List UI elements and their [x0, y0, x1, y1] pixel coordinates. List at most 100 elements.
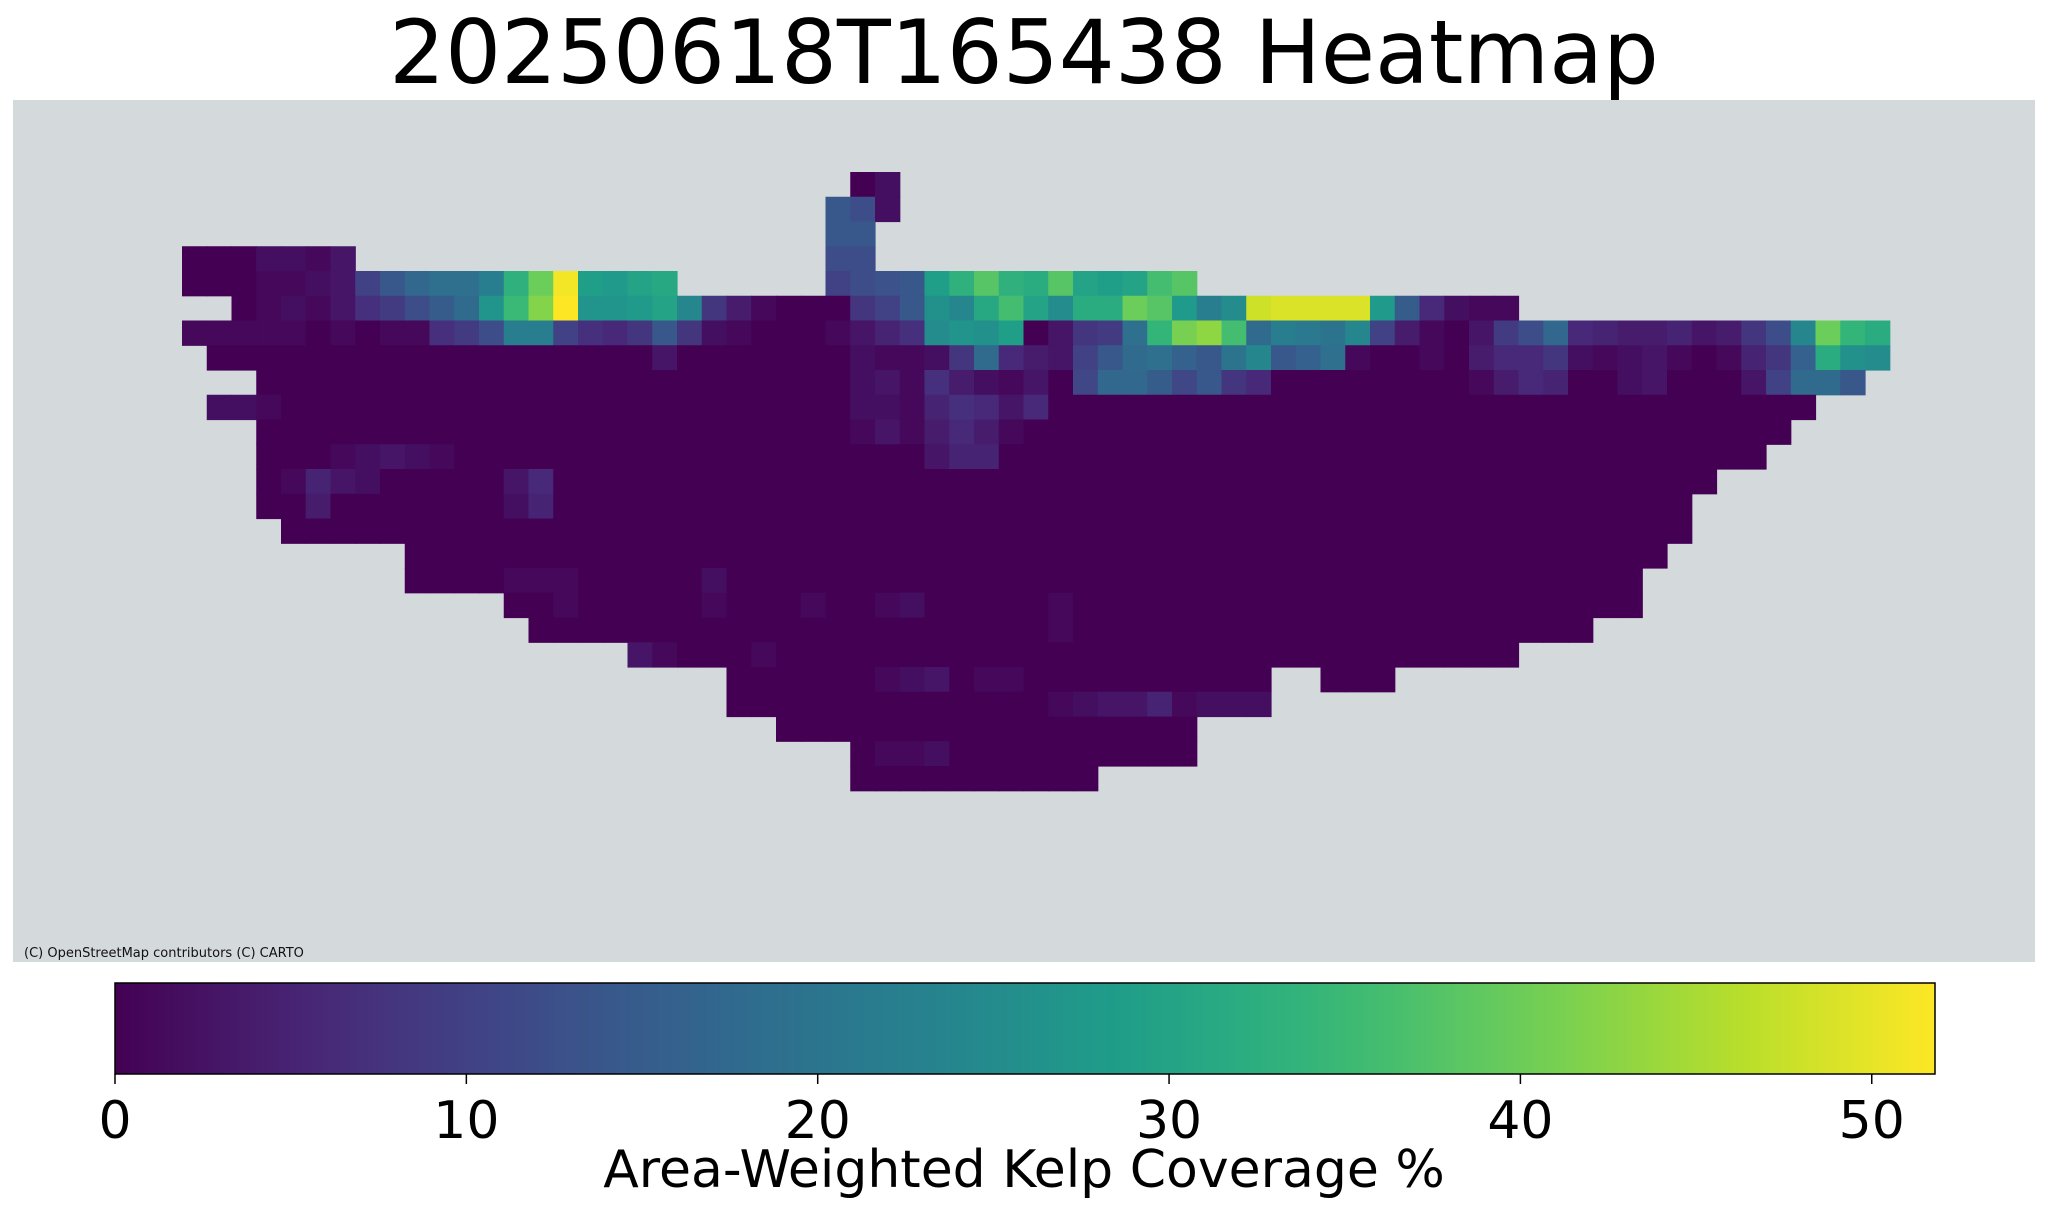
heatmap-cell — [404, 493, 431, 520]
heatmap-cell — [528, 370, 554, 396]
heatmap-cell — [553, 518, 579, 544]
heatmap-cell — [553, 370, 579, 396]
heatmap-cell — [726, 493, 752, 520]
heatmap-cell — [1271, 493, 1297, 520]
heatmap-cell — [528, 493, 554, 520]
heatmap-cell — [726, 568, 752, 594]
heatmap-cell — [800, 370, 827, 396]
heatmap-cell — [256, 444, 282, 470]
heatmap-cell — [751, 370, 777, 396]
heatmap-cell — [1667, 345, 1693, 371]
heatmap-cell — [726, 320, 752, 346]
heatmap-cell — [578, 320, 604, 346]
heatmap-cell — [998, 394, 1025, 421]
heatmap-cell — [949, 320, 975, 346]
heatmap-cell — [726, 345, 752, 371]
heatmap-cell — [1097, 592, 1124, 619]
heatmap-cell — [726, 592, 752, 619]
heatmap-cell — [800, 444, 827, 470]
heatmap-cell — [1271, 568, 1297, 594]
heatmap-cell — [1568, 469, 1594, 495]
heatmap-cell — [1493, 320, 1520, 346]
heatmap-cell — [1840, 320, 1866, 346]
heatmap-cell — [1667, 320, 1693, 346]
heatmap-cell — [949, 691, 975, 718]
heatmap-cell — [1592, 345, 1619, 371]
heatmap-cell — [899, 667, 926, 693]
heatmap-cell — [924, 271, 950, 297]
heatmap-cell — [1023, 370, 1049, 396]
heatmap-cell — [1147, 543, 1173, 569]
heatmap-cell — [974, 320, 1000, 346]
heatmap-cell — [1592, 518, 1619, 544]
heatmap-cell — [652, 543, 678, 569]
heatmap-cell — [1518, 320, 1544, 346]
heatmap-cell — [553, 271, 579, 297]
heatmap-cell — [1320, 642, 1346, 668]
map-attribution: (C) OpenStreetMap contributors (C) CARTO — [24, 946, 304, 961]
heatmap-cell — [404, 543, 431, 569]
heatmap-cell — [1172, 444, 1198, 470]
heatmap-cell — [1444, 444, 1470, 470]
heatmap-cell — [726, 518, 752, 544]
heatmap-cell — [627, 444, 653, 470]
heatmap-cell — [1394, 444, 1421, 470]
colorbar-ticks: 0 10 20 30 40 50 — [98, 1074, 1905, 1151]
heatmap-cell — [1073, 370, 1099, 396]
heatmap-cell — [1469, 469, 1495, 495]
heatmap-cell — [1246, 320, 1272, 346]
heatmap-cell — [553, 493, 579, 520]
heatmap-cell — [1790, 394, 1817, 421]
heatmap-cell — [479, 295, 505, 322]
heatmap-cell — [800, 716, 827, 742]
heatmap-cell — [1271, 295, 1297, 322]
heatmap-cell — [998, 592, 1025, 619]
heatmap-cell — [1493, 444, 1520, 470]
heatmap-cell — [726, 617, 752, 643]
heatmap-cell — [578, 493, 604, 520]
heatmap-cell — [305, 345, 332, 371]
heatmap-cell — [825, 246, 851, 272]
heatmap-cell — [701, 419, 728, 445]
heatmap-cell — [602, 419, 629, 445]
heatmap-cell — [231, 345, 257, 371]
heatmap-cell — [182, 271, 208, 297]
heatmap-cell — [998, 691, 1025, 718]
heatmap-cell — [825, 295, 851, 322]
heatmap-cell — [1518, 568, 1544, 594]
heatmap-cell — [1716, 370, 1742, 396]
heatmap-cell — [677, 419, 703, 445]
heatmap-cell — [899, 469, 926, 495]
heatmap-cell — [1419, 370, 1445, 396]
colorbar-tick-label: 50 — [1839, 1091, 1905, 1151]
heatmap-cell — [404, 419, 431, 445]
heatmap-cell — [974, 295, 1000, 322]
heatmap-cell — [1271, 444, 1297, 470]
heatmap-cell — [825, 271, 851, 297]
heatmap-cell — [875, 196, 901, 223]
heatmap-cell — [899, 766, 926, 792]
heatmap-cell — [652, 518, 678, 544]
heatmap-cell — [1097, 370, 1124, 396]
heatmap-cell — [1493, 419, 1520, 445]
heatmap-cell — [553, 394, 579, 421]
heatmap-cell — [1097, 271, 1124, 297]
heatmap-cell — [1320, 518, 1346, 544]
heatmap-cell — [404, 394, 431, 421]
heatmap-cell — [1246, 394, 1272, 421]
heatmap-cell — [355, 394, 381, 421]
heatmap-cell — [1172, 617, 1198, 643]
heatmap-cell — [503, 543, 530, 569]
heatmap-cell — [1568, 370, 1594, 396]
heatmap-cell — [776, 295, 802, 322]
heatmap-cell — [404, 271, 431, 297]
heatmap-cell — [231, 394, 257, 421]
heatmap-cell — [1221, 592, 1247, 619]
heatmap-cell — [553, 320, 579, 346]
heatmap-cell — [553, 568, 579, 594]
heatmap-cell — [1271, 394, 1297, 421]
heatmap-cells — [182, 172, 1891, 792]
heatmap-cell — [1097, 469, 1124, 495]
heatmap-cell — [1221, 493, 1247, 520]
heatmap-cell — [850, 667, 876, 693]
